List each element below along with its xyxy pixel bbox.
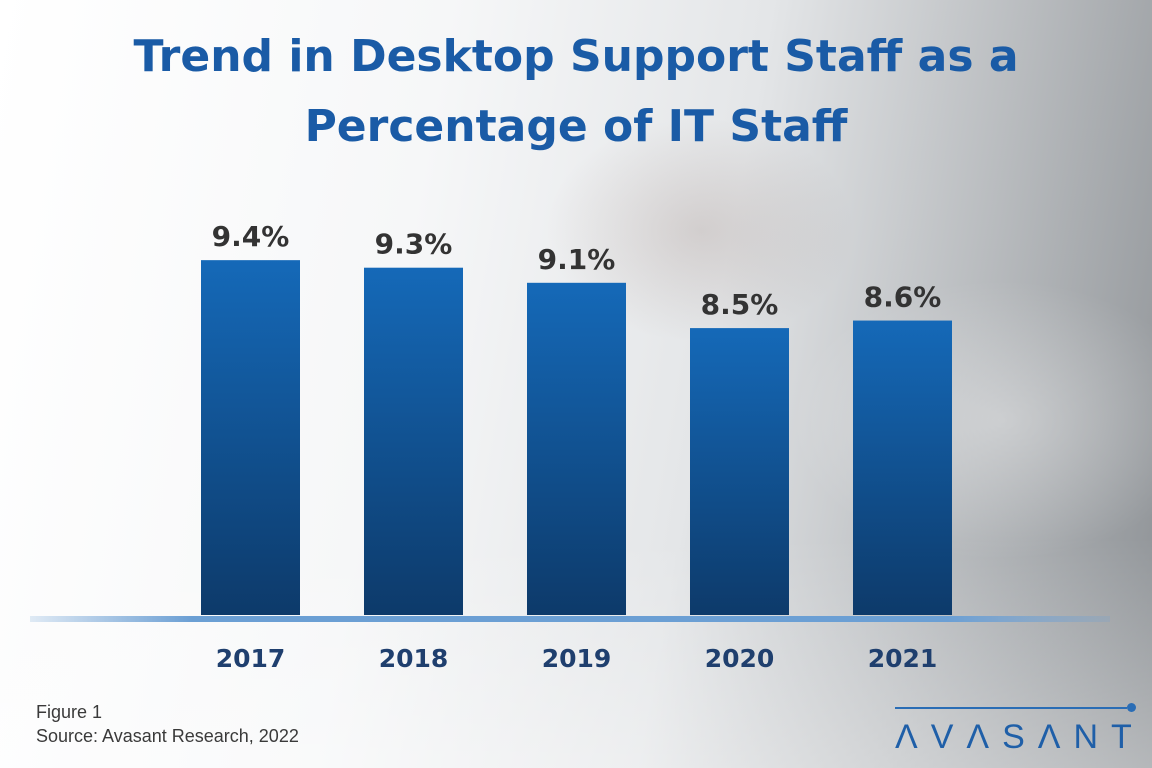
x-tick-label: 2017: [216, 644, 286, 673]
bar-2021: [853, 320, 952, 615]
source-note: Source: Avasant Research, 2022: [36, 726, 299, 746]
data-label: 9.1%: [538, 243, 616, 276]
figure-caption: Figure 1 Source: Avasant Research, 2022: [36, 700, 299, 748]
title-line-1: Trend in Desktop Support Staff as a: [133, 31, 1019, 82]
x-tick-label: 2019: [542, 644, 612, 673]
logo-dot: [1127, 703, 1136, 712]
x-tick-label: 2020: [705, 644, 775, 673]
figure-number: Figure 1: [36, 702, 103, 722]
x-tick-label: 2021: [868, 644, 938, 673]
data-label: 9.4%: [212, 220, 290, 253]
bar-2017: [201, 260, 300, 615]
chart-title: Trend in Desktop Support Staff as a Perc…: [0, 22, 1152, 162]
bar-2019: [527, 282, 626, 615]
logo-line: [895, 707, 1127, 709]
avasant-logo: ΛVΛSΛNT: [895, 700, 1145, 760]
bar-2018: [364, 267, 463, 615]
logo-wordmark: ΛVΛSΛNT: [895, 718, 1145, 756]
data-label: 8.6%: [864, 281, 942, 314]
data-label: 9.3%: [375, 228, 453, 261]
x-axis-line: [30, 616, 1110, 622]
bar-2020: [690, 328, 789, 615]
title-line-2: Percentage of IT Staff: [304, 101, 848, 152]
x-tick-label: 2018: [379, 644, 449, 673]
data-label: 8.5%: [701, 288, 779, 321]
